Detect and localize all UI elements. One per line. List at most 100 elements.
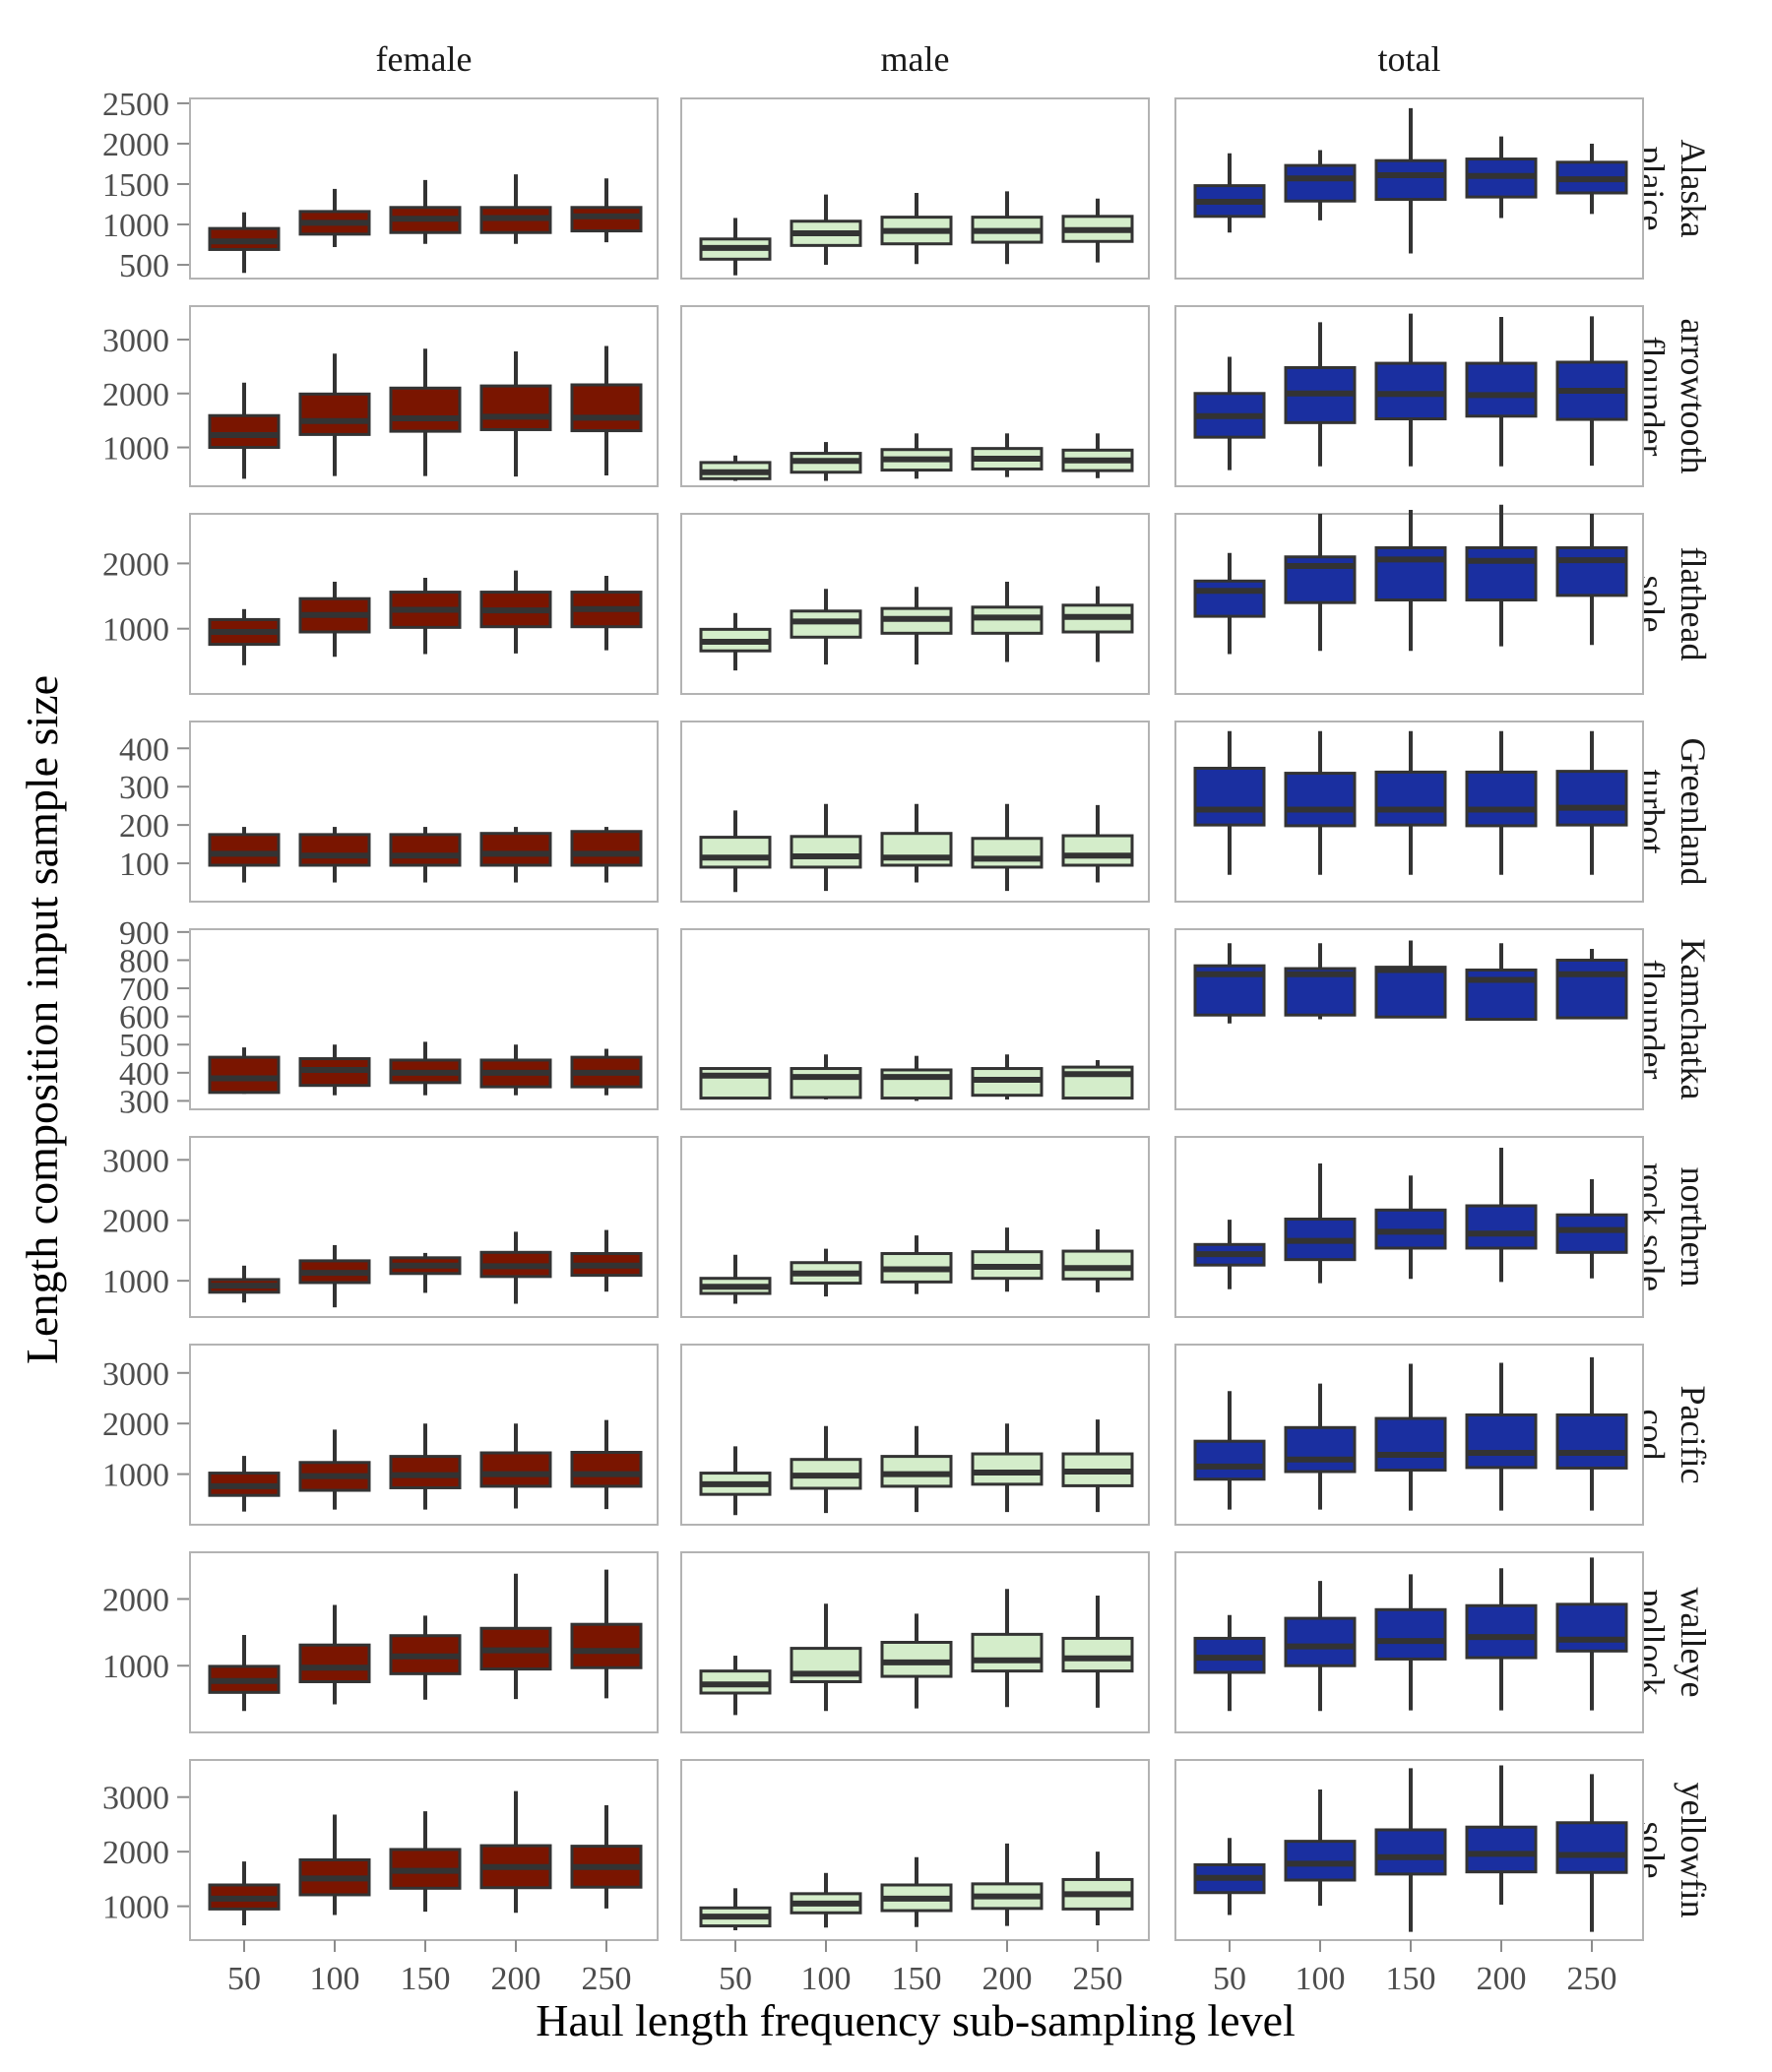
row-strip-label: Alaskaplaice (1632, 140, 1713, 238)
row-strip-label: Kamchatkaflounder (1632, 939, 1713, 1100)
x-tick-label: 50 (227, 1961, 261, 1997)
row-strip-label-line: Greenland (1674, 738, 1713, 886)
x-tick-label: 200 (1477, 1961, 1527, 1997)
box-iqr (1555, 1602, 1628, 1653)
y-tick-label: 700 (119, 972, 169, 1008)
y-axis-title: Length composition input sample size (17, 675, 67, 1364)
box-iqr (971, 837, 1044, 869)
row-strip-label: northernrock sole (1632, 1162, 1713, 1291)
box-iqr (1374, 1416, 1447, 1472)
box-iqr (1374, 1607, 1447, 1661)
y-tick-label: 1000 (102, 1649, 169, 1685)
row-strip-label-line: Pacific (1674, 1386, 1713, 1484)
box-iqr (1284, 1425, 1357, 1474)
box-iqr (389, 386, 462, 433)
y-tick-label: 500 (119, 248, 169, 284)
row-strip-label: Greenlandturbot (1632, 738, 1713, 886)
y-tick-label: 1000 (102, 612, 169, 649)
box-iqr (699, 836, 772, 869)
box-iqr (208, 833, 281, 867)
x-tick-label: 100 (801, 1961, 852, 1997)
box-iqr (971, 1632, 1044, 1673)
y-tick-label: 2000 (102, 127, 169, 163)
box-iqr (1465, 545, 1538, 602)
y-tick-label: 1000 (102, 1890, 169, 1926)
y-tick-label: 2000 (102, 546, 169, 583)
y-tick-label: 400 (119, 731, 169, 768)
box-iqr (1061, 1249, 1134, 1281)
y-tick-label: 600 (119, 1000, 169, 1036)
y-tick-label: 1500 (102, 167, 169, 204)
box-iqr (1374, 770, 1447, 827)
box-iqr (790, 1067, 862, 1099)
box-iqr (1374, 966, 1447, 1019)
box-iqr (570, 1450, 643, 1488)
y-tick-label: 500 (119, 1028, 169, 1064)
column-strip-label: total (1378, 39, 1441, 79)
box-iqr (208, 1055, 281, 1095)
y-tick-label: 1000 (102, 431, 169, 468)
y-tick-label: 300 (119, 770, 169, 806)
y-tick-label: 100 (119, 847, 169, 883)
box-iqr (1284, 163, 1357, 203)
x-tick-label: 250 (1567, 1961, 1617, 1997)
box-iqr (1555, 1413, 1628, 1470)
row-strip-label-line: yellowfin (1674, 1783, 1713, 1918)
y-tick-label: 3000 (102, 323, 169, 359)
x-tick-label: 150 (1386, 1961, 1436, 1997)
box-iqr (790, 835, 862, 869)
y-tick-label: 2000 (102, 1204, 169, 1240)
x-tick-label: 50 (719, 1961, 752, 1997)
box-iqr (298, 392, 371, 436)
y-tick-label: 3000 (102, 1143, 169, 1179)
row-strip-label: walleyepollock (1632, 1588, 1713, 1698)
y-tick-label: 2000 (102, 1835, 169, 1871)
row-strip-label-line: flathead (1674, 547, 1713, 661)
box-iqr (1061, 1636, 1134, 1673)
box-iqr (1555, 770, 1628, 827)
column-strip-label: female (376, 39, 473, 79)
box-iqr (1465, 1204, 1538, 1250)
y-tick-label: 900 (119, 915, 169, 952)
x-tick-label: 100 (310, 1961, 360, 1997)
box-iqr (1465, 1603, 1538, 1660)
y-tick-label: 2000 (102, 377, 169, 413)
box-iqr (298, 1643, 371, 1683)
box-iqr (1465, 770, 1538, 828)
box-iqr (1193, 1439, 1266, 1481)
box-iqr (1465, 1825, 1538, 1874)
box-iqr (1555, 545, 1628, 597)
box-iqr (1193, 767, 1266, 827)
row-strip-label-line: arrowtooth (1674, 319, 1713, 474)
box-iqr (1465, 1413, 1538, 1470)
y-tick-label: 1000 (102, 1458, 169, 1494)
box-iqr (1465, 361, 1538, 418)
row-strip-label-line: Kamchatka (1674, 939, 1713, 1100)
y-tick-label: 1000 (102, 1264, 169, 1300)
box-iqr (1555, 958, 1628, 1020)
box-iqr (1061, 834, 1134, 867)
x-tick-label: 250 (1073, 1961, 1123, 1997)
box-iqr (1374, 545, 1447, 602)
x-tick-label: 150 (892, 1961, 942, 1997)
box-iqr (479, 1451, 552, 1488)
box-iqr (298, 833, 371, 867)
box-iqr (1374, 361, 1447, 421)
box-iqr (479, 384, 552, 431)
y-tick-label: 2500 (102, 87, 169, 123)
box-iqr (479, 832, 552, 867)
row-strip-label: arrowtoothflounder (1632, 319, 1713, 474)
box-iqr (570, 383, 643, 433)
y-tick-label: 300 (119, 1084, 169, 1120)
box-iqr (1374, 158, 1447, 202)
box-iqr (1374, 1828, 1447, 1876)
y-tick-label: 3000 (102, 1781, 169, 1817)
row-strip-label: yellowfinsole (1632, 1783, 1713, 1918)
box-iqr (389, 1455, 462, 1489)
x-tick-label: 200 (982, 1961, 1033, 1997)
row-strip-label: Pacificcod (1632, 1386, 1713, 1484)
x-tick-label: 50 (1213, 1961, 1246, 1997)
box-iqr (971, 1452, 1044, 1486)
box-iqr (570, 1622, 643, 1669)
